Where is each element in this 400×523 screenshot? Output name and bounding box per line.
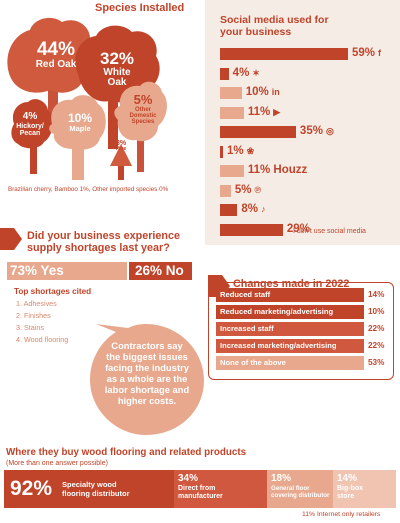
social-bar xyxy=(220,145,223,158)
changes-row-label: None of the above xyxy=(216,356,364,370)
shortage-item: 4. Wood flooring xyxy=(16,335,69,344)
buy-label: Specialty wood flooring distributor xyxy=(62,480,130,498)
social-bar xyxy=(220,184,231,197)
social-value-label: 10% in xyxy=(245,86,280,98)
changes-row-value: 22% xyxy=(368,341,385,350)
quote-bubble xyxy=(90,324,204,435)
buy-title: Where they buy wood flooring and related… xyxy=(6,447,247,458)
changes-row-value: 10% xyxy=(368,307,385,316)
changes-row-label: Reduced marketing/advertising xyxy=(216,305,364,319)
buy-label: General floor covering distributor xyxy=(271,485,330,500)
changes-row-value: 53% xyxy=(368,358,385,367)
buy-pct: 14% xyxy=(337,473,358,484)
species-maple-label: 10% Maple xyxy=(67,111,93,133)
social-bar xyxy=(220,106,244,119)
buy-subtitle: (More than one answer possible) xyxy=(6,460,108,467)
shortage-question: Did your business experience supply shor… xyxy=(27,230,181,255)
shortage-item: 2. Finishes xyxy=(16,311,51,320)
social-bar xyxy=(220,223,283,236)
shortage-item: 3. Stains xyxy=(16,323,44,332)
buy-pct: 34% xyxy=(178,473,199,484)
social-value-label: 11% Houzz xyxy=(247,164,308,176)
social-bar xyxy=(220,126,296,138)
social-caption-none: I don't use social media xyxy=(293,228,366,235)
buy-segment-general-floor: 18% General floor covering distributor xyxy=(267,470,333,508)
social-value-label: 59% f xyxy=(352,47,382,59)
shortage-list: 1. Adhesives 2. Finishes 3. Stains 4. Wo… xyxy=(16,298,68,346)
buy-pct: 92% xyxy=(10,477,53,500)
species-white-oak-label: 32% White Oak xyxy=(99,49,135,89)
buy-pct: 18% xyxy=(271,473,292,484)
changes-title: Changes made in 2022 xyxy=(233,278,350,290)
changes-row-label: Increased marketing/advertising xyxy=(216,339,364,353)
buy-label: Big-box store xyxy=(337,485,364,501)
social-value-label: 5% ℗ xyxy=(234,183,262,196)
buy-segment-distributor: 92% Specialty wood flooring distributor xyxy=(4,470,174,508)
social-value-label: 11% ▶ xyxy=(247,105,281,118)
species-footnote: Brazilian cherry, Bamboo 1%, Other impor… xyxy=(8,186,169,193)
pinterest-icon: ℗ xyxy=(254,184,262,195)
changes-row-label: Increased staff xyxy=(216,322,364,336)
species-trees-graphic xyxy=(7,17,167,180)
snapchat-icon: ❀ xyxy=(246,145,255,156)
social-value-label: 29% xyxy=(286,222,310,235)
social-bar xyxy=(220,165,244,177)
shortage-yes-bar xyxy=(7,262,127,280)
shortage-no-bar xyxy=(129,262,192,280)
buy-footnote: 11% Internet only retailers xyxy=(302,511,381,518)
species-other-domestic-label: 5% Other Domestic Species xyxy=(129,92,157,126)
social-value-label: 8% ♪ xyxy=(241,203,266,215)
changes-row-value: 22% xyxy=(368,324,385,333)
social-bar xyxy=(220,87,242,99)
social-title: Social media used for your business xyxy=(220,14,329,39)
twitter-icon: ✶ xyxy=(252,67,260,78)
social-bar xyxy=(220,48,348,60)
shortage-no-label: 26% No xyxy=(135,263,184,278)
linkedin-icon: in xyxy=(271,87,280,97)
species-pine-label: 3% Pine xyxy=(115,140,127,153)
shortage-yes-label: 73% Yes xyxy=(10,263,64,278)
species-hickory-label: 4% Hickory/ Pecan xyxy=(16,111,44,137)
tiktok-icon: ♪ xyxy=(260,204,266,214)
social-value-label: 35% ◎ xyxy=(299,125,334,137)
species-title: Species Installed xyxy=(95,2,185,14)
changes-frame xyxy=(208,282,394,380)
shortage-top-title: Top shortages cited xyxy=(14,287,92,296)
buy-label: Direct from manufacturer xyxy=(178,485,223,501)
instagram-icon: ◎ xyxy=(325,126,334,136)
changes-row-label: Reduced staff xyxy=(216,288,364,302)
changes-row-value: 14% xyxy=(368,290,385,299)
species-red-oak-label: 44% Red Oak xyxy=(35,39,77,70)
shortage-item: 1. Adhesives xyxy=(16,299,57,308)
buy-segment-big-box: 14% Big-box store xyxy=(333,470,396,508)
social-value-label: 1% ❀ xyxy=(227,144,255,157)
shortage-tab-shape xyxy=(0,228,22,250)
buy-segment-manufacturer: 34% Direct from manufacturer xyxy=(174,470,267,508)
facebook-icon: f xyxy=(378,48,382,58)
social-value-label: 4% ✶ xyxy=(232,66,260,79)
social-bar xyxy=(220,204,238,216)
social-bar xyxy=(220,67,229,80)
youtube-icon: ▶ xyxy=(273,106,281,117)
social-media-panel: Social media used for your business 59% f… xyxy=(205,0,400,245)
quote-text: Contractors say the biggest issues facin… xyxy=(104,340,190,407)
